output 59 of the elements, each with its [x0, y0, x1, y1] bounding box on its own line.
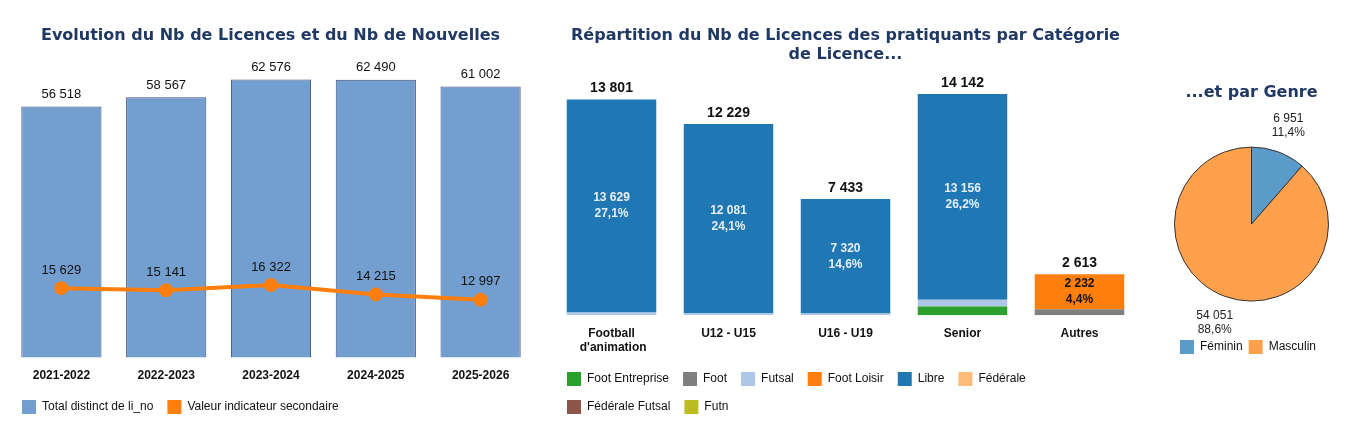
data-label: 54 051 88,6% [1196, 307, 1234, 336]
total-label: 12 229 [707, 103, 751, 120]
data-label: 2 232 4,4% [1064, 276, 1095, 307]
total-label: 2 613 [1061, 254, 1098, 271]
point [368, 287, 383, 302]
chart-title: Répartition du Nb de Licences des pratiquants par Catégorie de Licence... [571, 24, 1121, 63]
point [159, 283, 174, 298]
bar [917, 306, 1008, 316]
legend-label: Fédérale Futsal [587, 399, 671, 414]
x-tick-label: 2023-2024 [242, 368, 301, 383]
x-tick-label: Senior [943, 325, 982, 340]
x-tick-label: 2025-2026 [451, 368, 510, 383]
data-label: 15 141 [146, 263, 187, 279]
chart-title: Evolution du Nb de Licences et du Nb de Nouvelles [40, 24, 501, 44]
bar [683, 124, 774, 313]
data-label: 58 567 [146, 76, 187, 92]
legend-label: Foot Entreprise [587, 371, 670, 386]
bar [917, 299, 1008, 307]
data-label: 62 490 [355, 59, 396, 75]
legend-label: Valeur indicateur secondaire [187, 399, 339, 414]
legend-label: Foot Loisir [827, 371, 884, 386]
bar [1034, 309, 1125, 316]
point [473, 292, 488, 307]
data-label: 12 997 [460, 273, 501, 289]
legend-label: Libre [917, 371, 945, 386]
x-tick-label: 2024-2025 [347, 368, 405, 383]
x-tick-label: Football d'animation [576, 325, 647, 355]
bar [917, 94, 1008, 300]
legend-label: Fédérale [978, 371, 1027, 386]
legend-label: Féminin [1200, 339, 1243, 354]
data-label: 14 215 [355, 267, 396, 283]
legend-label: Futn [704, 399, 729, 414]
point [264, 278, 278, 293]
chart-title: ...et par Genre [1185, 81, 1318, 101]
x-tick-label: 2022-2023 [137, 368, 196, 383]
legend-label: Masculin [1268, 339, 1317, 354]
legend-label: Futsal [761, 371, 794, 386]
point [54, 281, 69, 296]
x-tick-label: Autres [1060, 325, 1099, 340]
data-label: 61 002 [460, 66, 501, 82]
data-label: 13 629 27,1% [593, 190, 631, 221]
data-label: 13 156 26,2% [944, 181, 982, 212]
total-label: 14 142 [941, 73, 985, 90]
data-label: 6 951 11,4% [1271, 111, 1306, 140]
data-label: 62 576 [251, 59, 291, 75]
x-tick-label: U16 - U19 [818, 325, 874, 340]
data-label: 7 320 14,6% [828, 240, 863, 271]
data-label: 56 518 [41, 85, 82, 101]
x-tick-label: U12 - U15 [701, 325, 757, 340]
data-label: 15 629 [41, 261, 82, 277]
total-label: 13 801 [590, 79, 634, 96]
x-tick-label: 2021-2022 [32, 368, 91, 383]
legend-label: Foot [703, 371, 728, 386]
total-label: 7 433 [827, 178, 864, 195]
bar [800, 198, 891, 314]
data-label: 12 081 24,1% [710, 202, 748, 233]
data-label: 16 322 [251, 258, 291, 274]
bar [566, 99, 657, 313]
legend-label: Total distinct de li_no [42, 399, 154, 414]
